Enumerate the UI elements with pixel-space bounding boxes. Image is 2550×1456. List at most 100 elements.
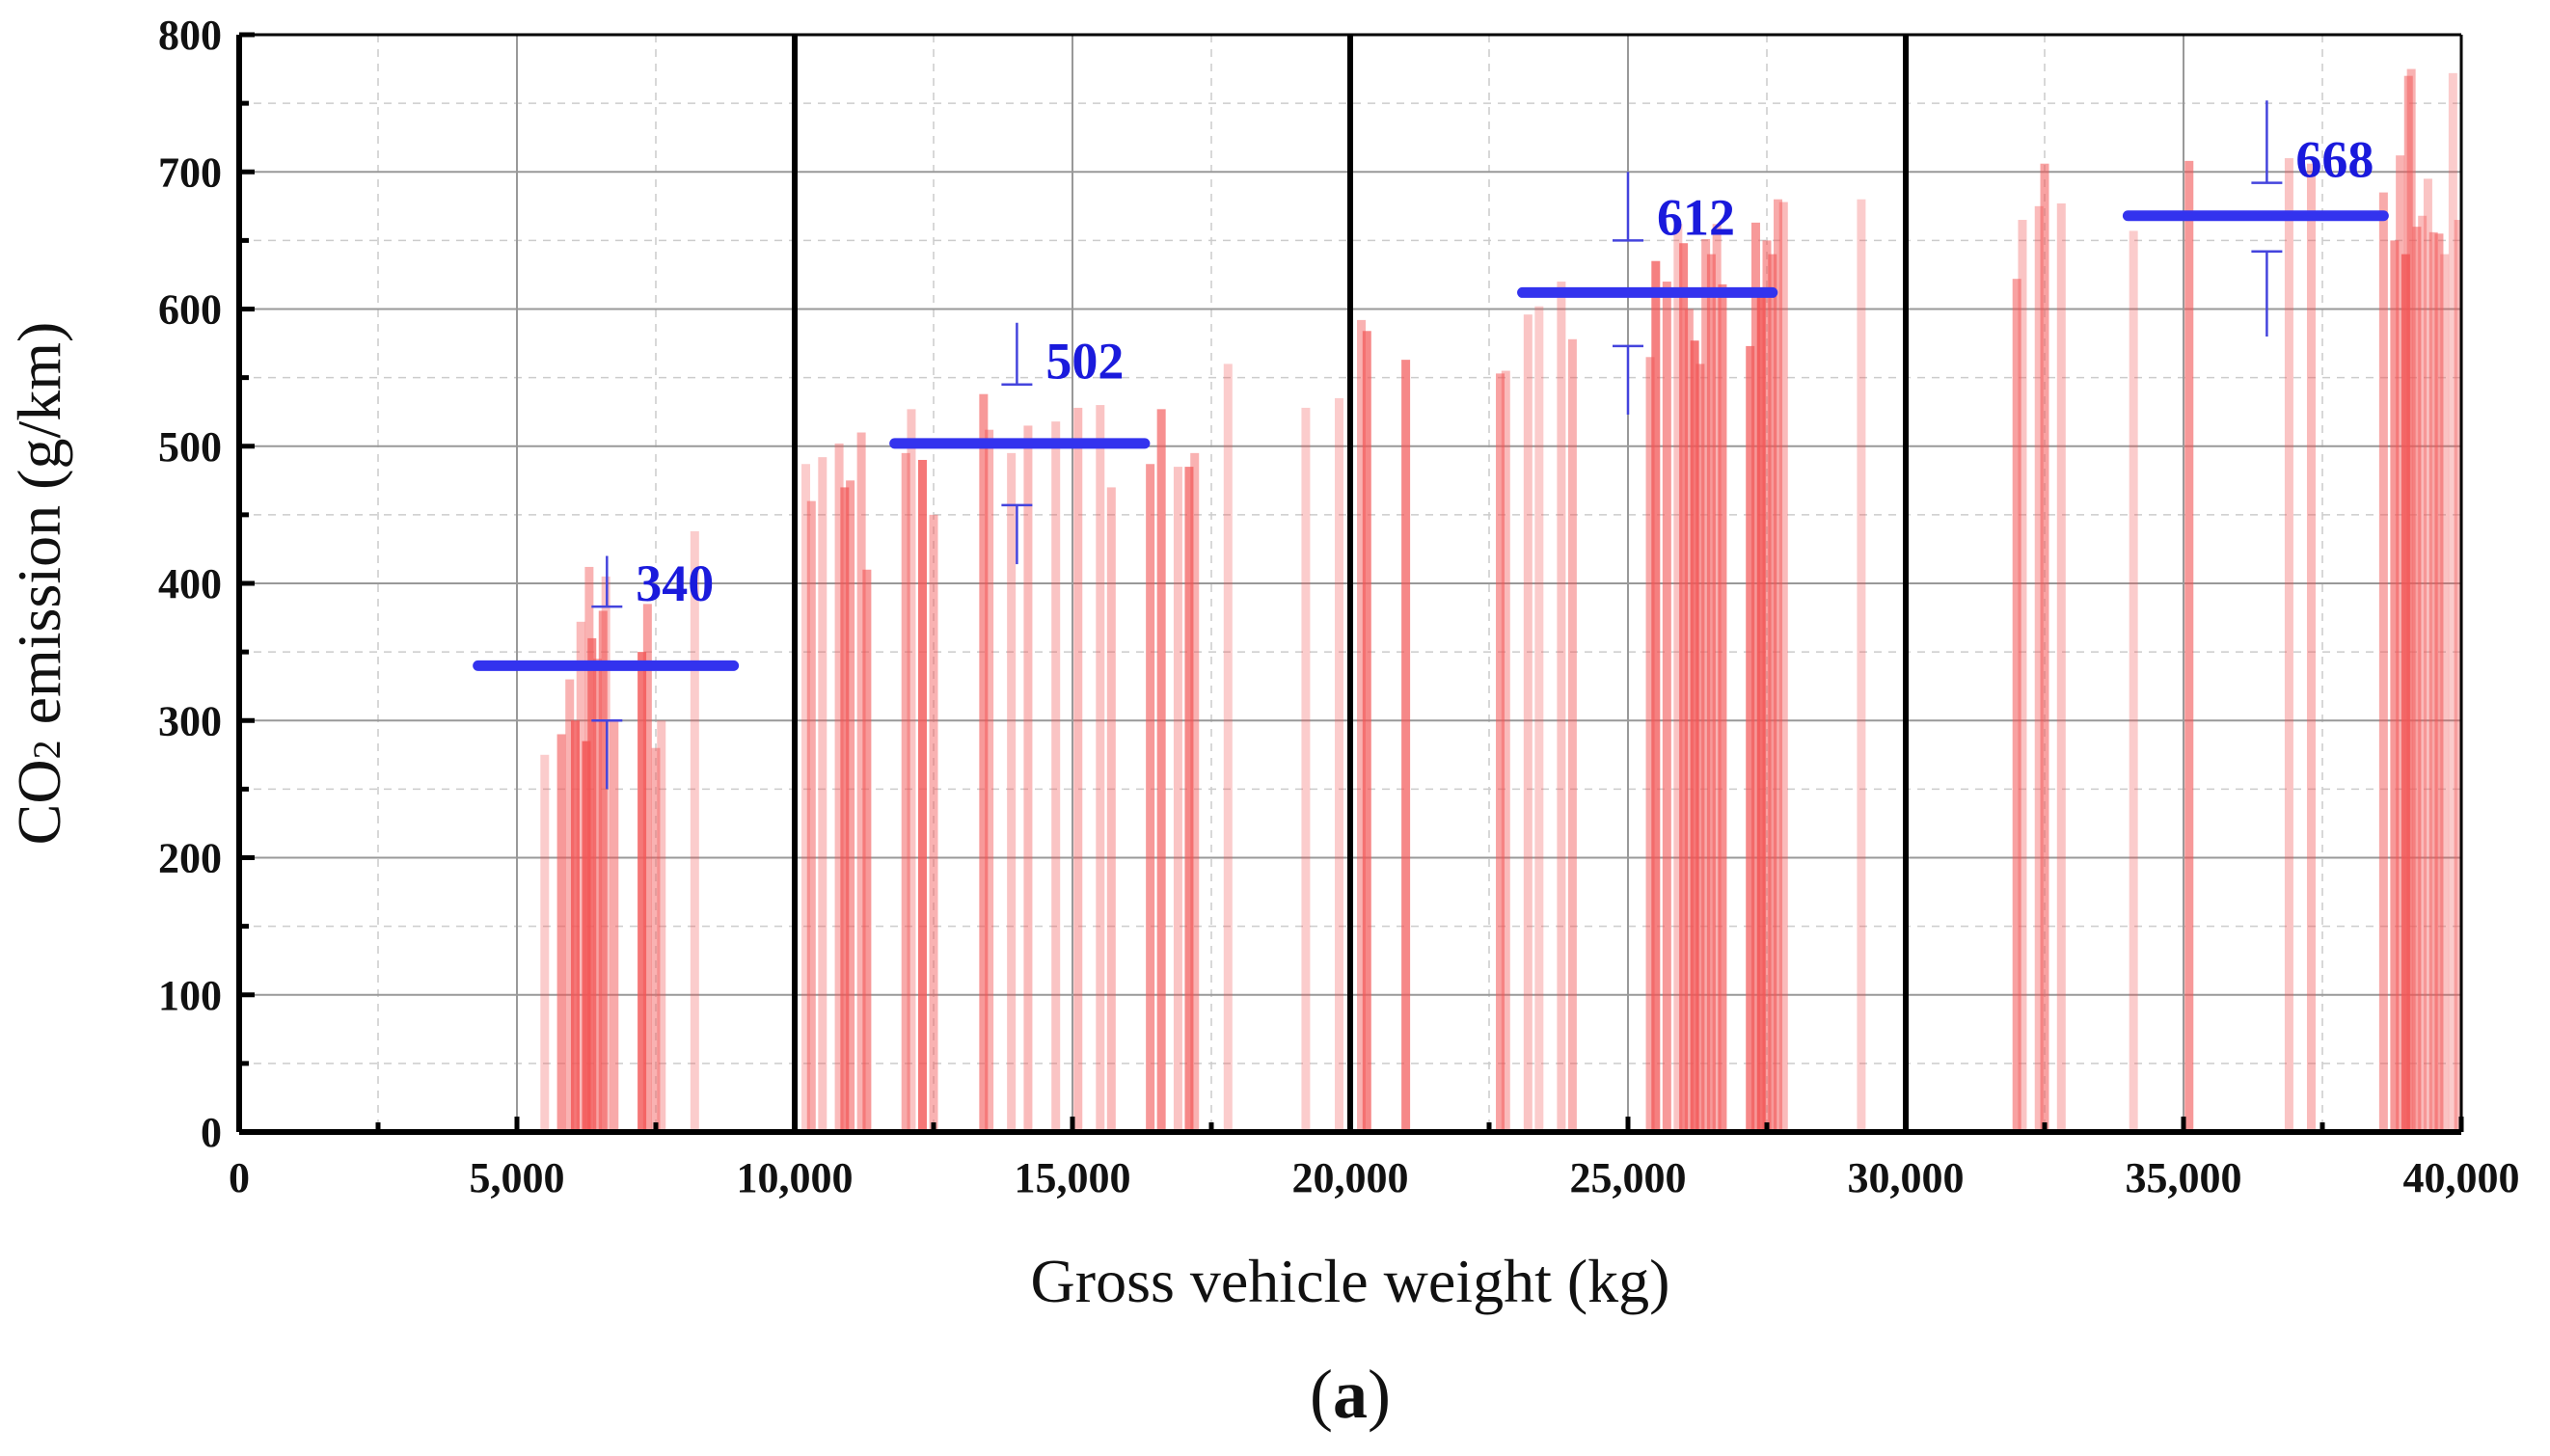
mean-value-label: 612: [1657, 188, 1735, 246]
y-tick-label: 100: [158, 972, 222, 1019]
data-bar: [2390, 240, 2400, 1132]
data-bar: [570, 720, 580, 1132]
data-bar: [587, 637, 597, 1132]
data-bar: [593, 659, 603, 1132]
data-bar: [1774, 199, 1783, 1132]
y-axis-title-subscript: 2: [25, 740, 68, 759]
data-bar: [1190, 452, 1200, 1132]
x-axis-title: Gross vehicle weight (kg): [1031, 1247, 1670, 1315]
data-bar: [2396, 155, 2405, 1132]
data-bar: [1173, 467, 1182, 1132]
data-bar: [642, 604, 652, 1132]
data-bar: [2434, 233, 2444, 1132]
data-bar: [1857, 199, 1866, 1132]
data-bar: [1750, 222, 1760, 1132]
data-bar: [834, 443, 844, 1132]
data-bar: [582, 741, 591, 1132]
x-tick-label: 5,000: [470, 1154, 565, 1201]
data-bar: [1762, 240, 1772, 1132]
x-tick-label: 40,000: [2403, 1154, 2520, 1201]
data-bar: [2056, 202, 2066, 1132]
data-bar: [929, 514, 938, 1132]
y-tick-label: 300: [158, 697, 222, 744]
data-bar: [1223, 364, 1233, 1132]
y-tick-label: 500: [158, 423, 222, 471]
x-tick-label: 15,000: [1015, 1154, 1131, 1201]
data-bar: [2284, 158, 2293, 1132]
data-bar: [979, 393, 989, 1132]
mean-value-label: 340: [636, 554, 714, 612]
data-bar: [1712, 224, 1722, 1132]
data-bar: [840, 487, 850, 1132]
data-bar: [1567, 338, 1577, 1132]
data-bar: [1746, 345, 1755, 1133]
data-bar: [1362, 331, 1371, 1132]
data-bar: [2454, 220, 2463, 1133]
y-tick-label: 400: [158, 560, 222, 607]
data-bar: [1146, 464, 1155, 1132]
data-bar: [638, 652, 647, 1132]
data-bar: [2040, 163, 2049, 1133]
data-bar: [1156, 409, 1166, 1132]
data-bar: [1690, 340, 1699, 1132]
data-bar: [2418, 215, 2428, 1132]
mean-value-label: 502: [1045, 333, 1124, 391]
x-tick-label: 35,000: [2126, 1154, 2242, 1201]
y-tick-label: 800: [158, 12, 222, 59]
panel-label: (a): [1310, 1356, 1391, 1433]
data-bar: [2423, 178, 2432, 1133]
data-bar: [610, 720, 619, 1132]
data-bar: [806, 500, 816, 1132]
group-boundaries-layer: [792, 35, 1909, 1132]
data-bar: [657, 720, 666, 1132]
data-bar: [1007, 452, 1017, 1132]
x-tick-label: 30,000: [1848, 1154, 1965, 1201]
data-bar: [1673, 224, 1683, 1132]
data-bar: [985, 429, 994, 1132]
data-bar: [576, 621, 585, 1132]
data-bar: [601, 576, 610, 1132]
data-bar: [2403, 75, 2413, 1132]
data-bar: [1096, 405, 1105, 1132]
data-bar: [1557, 282, 1566, 1132]
data-bar: [1706, 254, 1716, 1133]
mean-value-label: 668: [2295, 131, 2374, 189]
data-bar: [1501, 370, 1510, 1132]
data-bar: [1051, 421, 1061, 1132]
data-bar: [1718, 283, 1727, 1132]
tick-labels-layer: 0 5,000 10,000 15,000 20,000 25,000 30,000 35,0…: [158, 12, 2520, 1201]
axes-layer: [236, 32, 2464, 1135]
y-axis-title-rest: emission (g/km): [5, 322, 73, 741]
y-axis-title-co: CO: [5, 759, 73, 845]
panel-label-letter: a: [1333, 1356, 1368, 1433]
data-bar: [1106, 487, 1116, 1132]
y-tick-label: 600: [158, 286, 222, 334]
data-bar: [651, 747, 661, 1132]
y-tick-label: 700: [158, 148, 222, 196]
data-bar: [907, 409, 916, 1132]
x-tick-label: 20,000: [1292, 1154, 1409, 1201]
data-bar: [1401, 360, 1411, 1132]
data-bar: [1073, 407, 1083, 1132]
data-bar: [1301, 407, 1311, 1132]
data-bar: [1645, 357, 1655, 1133]
data-bar: [598, 610, 608, 1132]
data-bar: [1695, 364, 1705, 1132]
data-bar: [1768, 254, 1777, 1133]
data-bar: [1679, 243, 1689, 1133]
data-bar: [2306, 163, 2316, 1133]
data-bar: [2012, 279, 2021, 1133]
data-bar: [2428, 231, 2438, 1133]
data-bar: [2184, 160, 2194, 1132]
data-bar: [801, 464, 811, 1132]
data-bar: [2129, 230, 2138, 1133]
data-bar: [2412, 227, 2422, 1132]
data-bar: [862, 569, 872, 1132]
data-bar: [1023, 425, 1033, 1133]
data-bar: [540, 754, 550, 1132]
data-bar: [846, 480, 855, 1132]
x-tick-label: 25,000: [1570, 1154, 1687, 1201]
data-bar: [690, 530, 699, 1132]
group-means-layer: 340 502 612 668: [473, 100, 2389, 790]
